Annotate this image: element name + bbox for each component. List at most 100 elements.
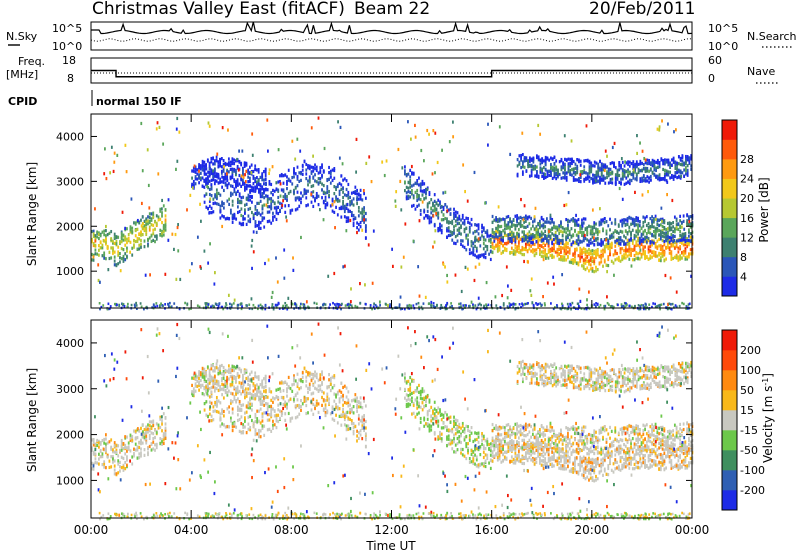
power-cell: [510, 220, 513, 224]
power-cell: [208, 199, 211, 203]
power-cell: [120, 246, 123, 251]
power-cell: [598, 223, 601, 227]
power-cell: [595, 251, 597, 255]
velocity-cell: [231, 425, 234, 429]
power-cell: [261, 211, 264, 215]
power-cell: [152, 232, 155, 236]
power-cell: [535, 240, 538, 244]
power-cell: [654, 227, 657, 231]
power-cell: [205, 167, 208, 171]
power-cell: [682, 249, 685, 254]
power-cell: [270, 202, 273, 206]
power-cell: [254, 220, 257, 224]
power-cell: [535, 248, 538, 252]
power-cell: [317, 171, 320, 175]
power-cell: [176, 225, 179, 230]
velocity-cell: [120, 455, 123, 459]
power-cell: [540, 254, 543, 258]
power-cell: [681, 155, 684, 159]
power-cell: [647, 228, 650, 232]
power-cell: [430, 300, 433, 305]
power-cell: [670, 163, 673, 167]
power-cell: [456, 217, 459, 222]
power-cell: [597, 165, 600, 169]
power-cell: [426, 216, 429, 220]
power-cell: [535, 225, 538, 229]
power-cell: [662, 162, 665, 166]
power-cell: [683, 168, 686, 172]
power-cell: [574, 178, 577, 182]
power-cell: [551, 246, 554, 250]
power-cell: [430, 198, 433, 202]
power-cell: [434, 305, 436, 309]
power-cell: [625, 304, 628, 307]
velocity-cell: [94, 442, 97, 446]
power-cell: [681, 163, 684, 167]
power-cell: [236, 200, 239, 205]
power-cell: [133, 243, 135, 247]
power-cell: [357, 197, 360, 201]
power-cell: [365, 161, 368, 166]
power-cell: [145, 217, 148, 221]
power-cell: [423, 210, 426, 214]
power-cell: [624, 249, 627, 253]
power-cell: [649, 174, 652, 179]
power-cell: [665, 227, 668, 232]
power-cell: [614, 166, 617, 170]
power-cell: [299, 305, 302, 308]
power-cell: [308, 167, 311, 171]
power-cell: [514, 235, 517, 239]
power-cell: [140, 245, 142, 249]
power-cell: [242, 195, 245, 199]
power-cell: [282, 188, 285, 192]
power-cell: [275, 209, 278, 213]
power-cell: [364, 303, 367, 306]
power-cell: [635, 234, 638, 238]
velocity-cell: [226, 407, 229, 411]
power-cell: [255, 230, 258, 234]
velocity-cell: [154, 443, 156, 447]
power-cell: [252, 213, 255, 217]
power-cell: [623, 241, 625, 245]
power-cell: [460, 239, 462, 243]
power-cell: [248, 307, 251, 310]
power-cell: [437, 216, 440, 220]
power-cell: [423, 197, 426, 201]
power-cell: [689, 252, 692, 256]
power-cell: [307, 189, 309, 193]
power-cell: [99, 280, 101, 284]
power-cell: [593, 224, 596, 228]
power-cell: [598, 262, 601, 266]
power-cell: [228, 202, 231, 207]
power-cell: [291, 302, 294, 306]
power-cell: [211, 304, 214, 308]
power-cell: [243, 181, 246, 185]
velocity-cell: [162, 438, 165, 442]
power-cell: [602, 240, 604, 244]
velocity-cell: [134, 442, 137, 446]
power-cell: [99, 234, 102, 238]
power-cell: [498, 248, 501, 252]
power-cell: [602, 219, 604, 223]
power-cell: [105, 176, 108, 181]
velocity-cell: [152, 423, 155, 428]
power-cell: [357, 222, 360, 227]
power-cell: [418, 176, 420, 180]
power-cell: [357, 206, 360, 210]
power-cell: [463, 218, 466, 223]
power-cell: [404, 169, 406, 173]
power-cell: [173, 302, 176, 305]
power-cell: [628, 181, 631, 186]
power-cell: [354, 216, 357, 221]
power-cell: [512, 238, 515, 242]
power-cell: [98, 248, 100, 252]
power-cell: [626, 232, 629, 236]
power-cell: [567, 190, 570, 195]
power-cell: [118, 303, 121, 307]
power-cell: [224, 305, 227, 309]
power-cell: [364, 236, 367, 240]
power-cell: [444, 190, 447, 194]
power-cell: [523, 159, 526, 163]
power-cell: [141, 169, 144, 173]
